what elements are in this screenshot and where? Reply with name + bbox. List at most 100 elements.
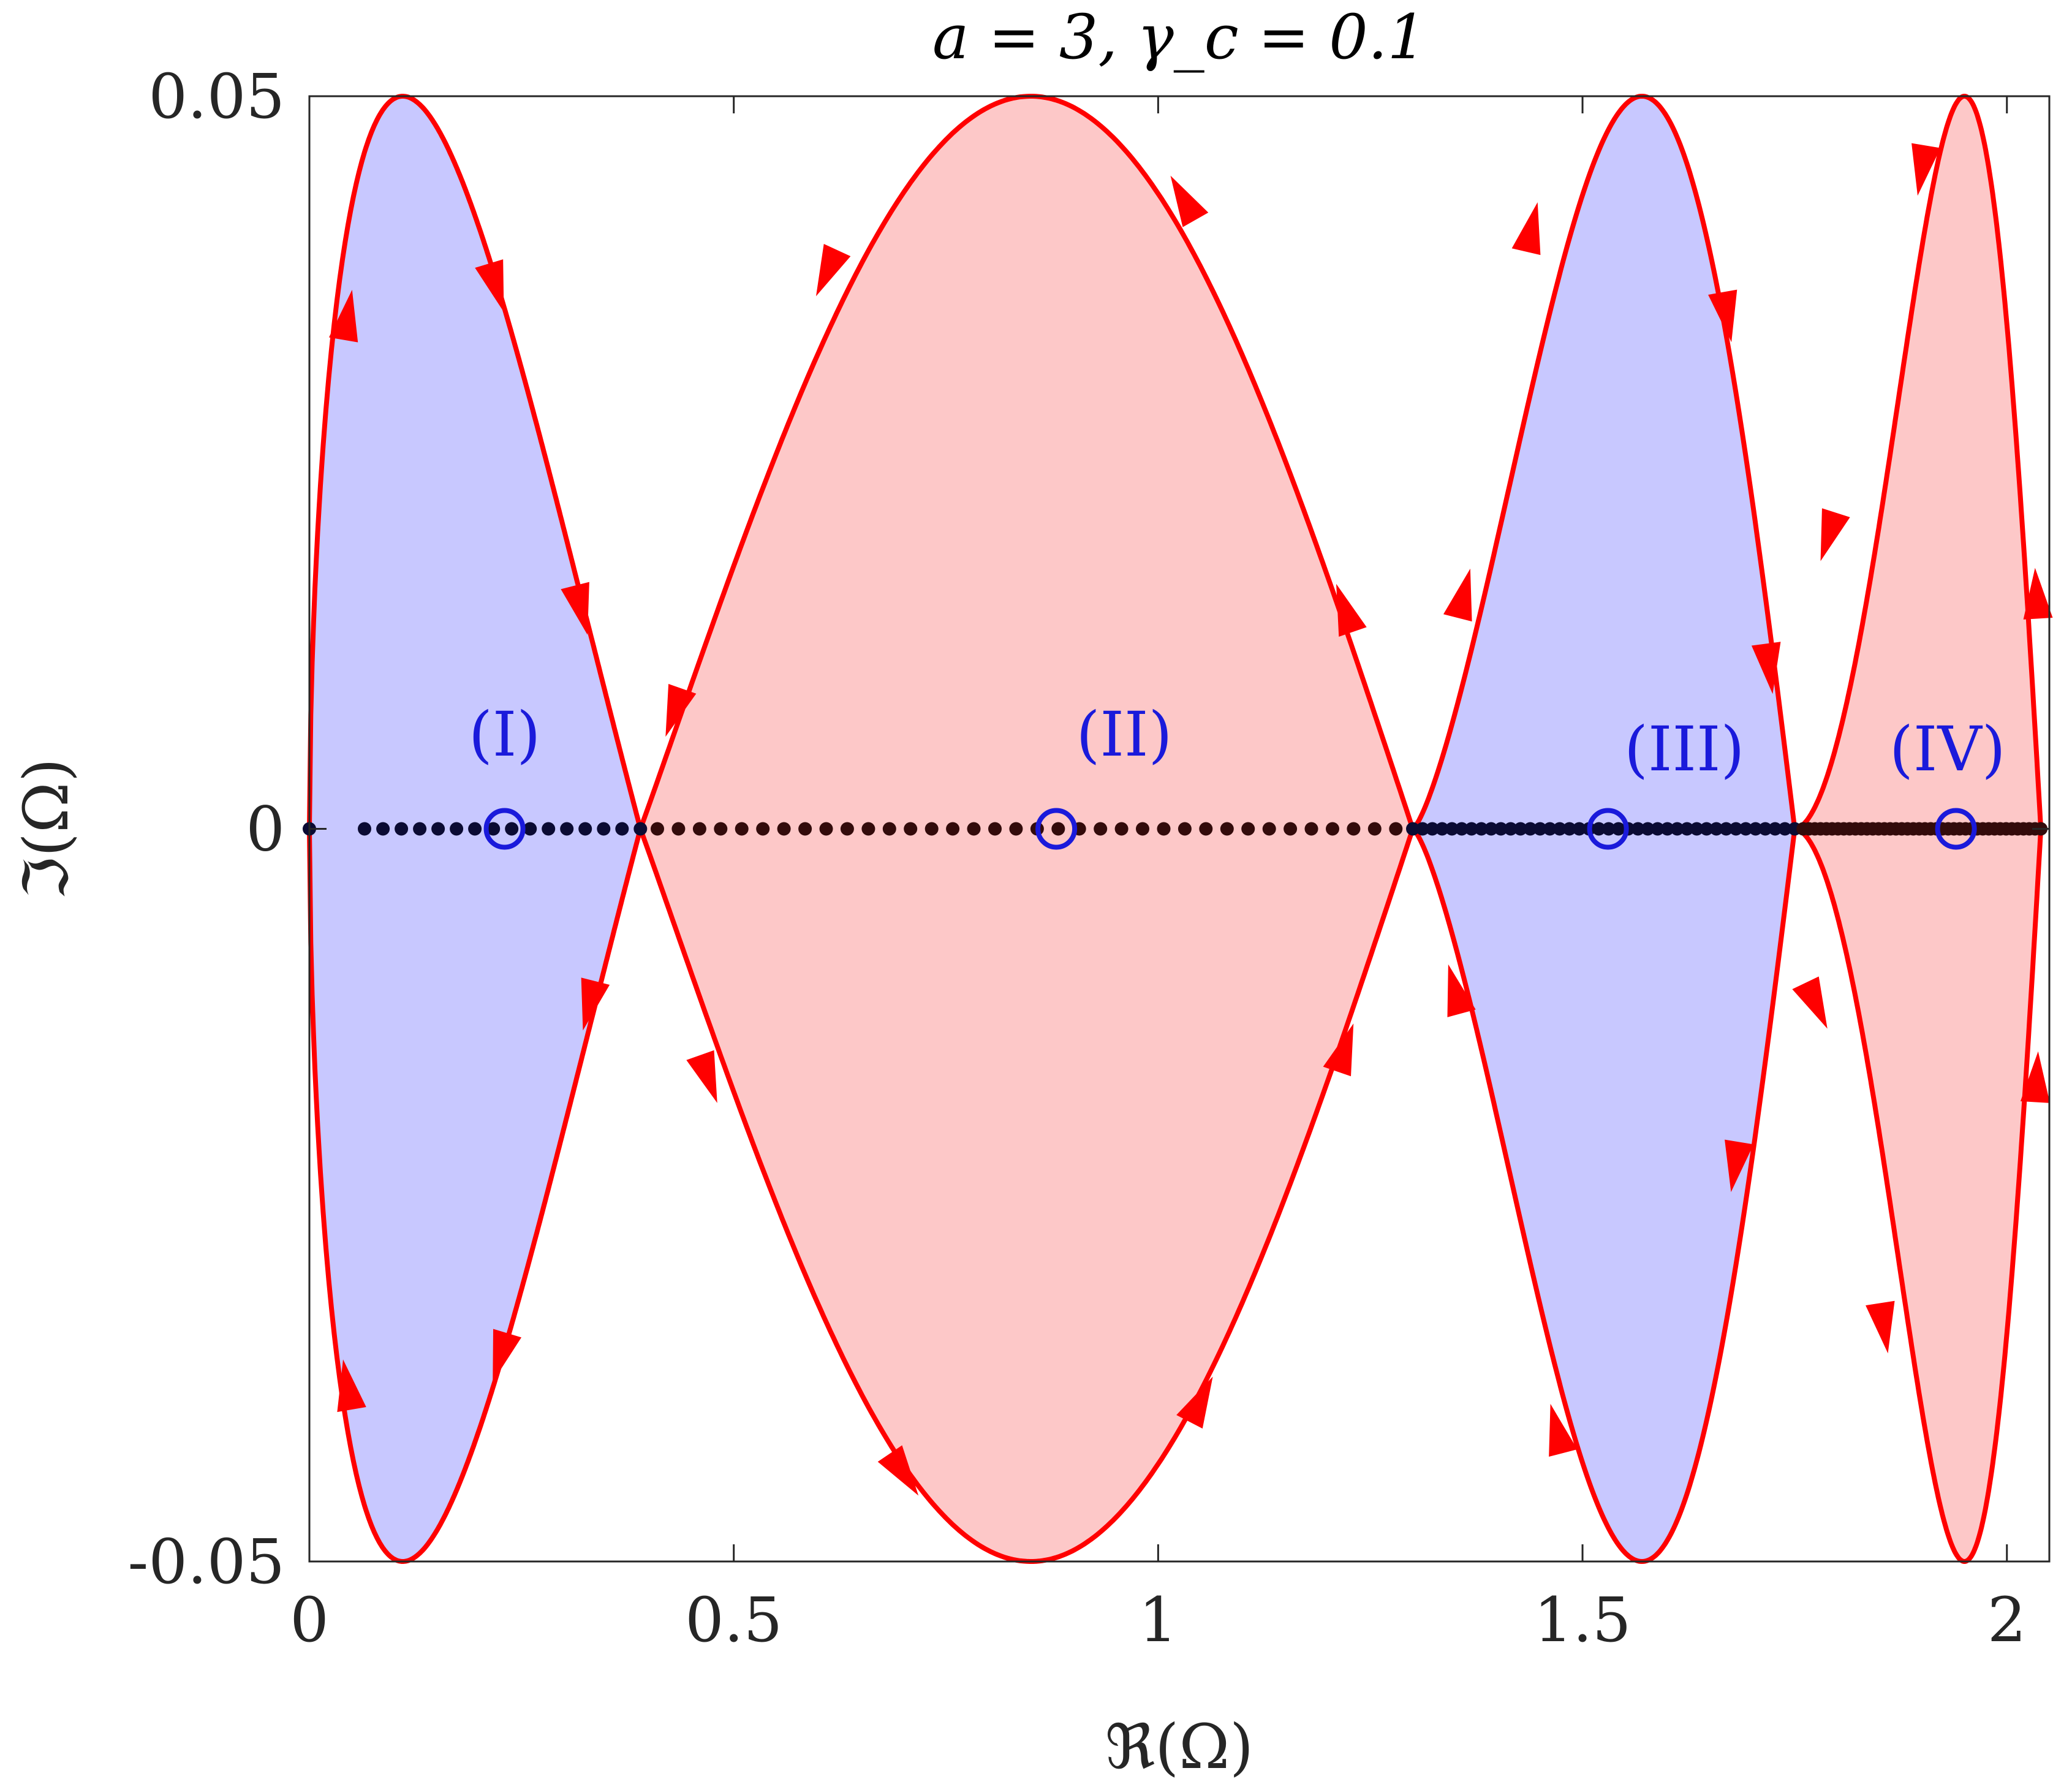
eigenvalue-dot bbox=[1778, 822, 1792, 836]
eigenvalue-dot bbox=[358, 822, 371, 836]
eigenvalue-dot bbox=[1199, 822, 1213, 836]
eigenvalue-dot bbox=[1719, 822, 1733, 836]
eigenvalue-dot bbox=[1484, 822, 1498, 836]
eigenvalue-dot bbox=[597, 822, 611, 836]
eigenvalue-dot bbox=[1513, 822, 1527, 836]
x-tick-label: 0 bbox=[290, 1584, 329, 1656]
direction-arrow bbox=[1511, 202, 1541, 256]
eigenvalue-dot bbox=[431, 822, 445, 836]
x-axis-label: ℜ(Ω) bbox=[1105, 1711, 1253, 1783]
eigenvalue-dot bbox=[1445, 822, 1459, 836]
eigenvalue-dots bbox=[303, 822, 2048, 836]
direction-arrow bbox=[815, 244, 851, 297]
chart-title: a = 3, γ_c = 0.1 bbox=[932, 1, 1426, 73]
eigenvalue-dot bbox=[819, 822, 833, 836]
eigenvalue-dot bbox=[395, 822, 409, 836]
y-tick-label: -0.05 bbox=[128, 1526, 285, 1598]
eigenvalue-dot bbox=[861, 822, 875, 836]
direction-arrow bbox=[1751, 642, 1781, 694]
marker-label: (III) bbox=[1624, 713, 1745, 785]
eigenvalue-dot bbox=[714, 822, 728, 836]
eigenvalue-dot bbox=[904, 822, 918, 836]
eigenvalue-dot bbox=[633, 822, 648, 836]
direction-arrow bbox=[1336, 583, 1367, 637]
eigenvalue-dot bbox=[777, 822, 791, 836]
marker-label: (I) bbox=[469, 699, 541, 770]
eigenvalue-dot bbox=[1562, 822, 1576, 836]
marker-circle bbox=[1587, 808, 1629, 850]
eigenvalue-dot bbox=[671, 822, 686, 836]
direction-arrow bbox=[475, 259, 504, 313]
x-tick-label: 1.5 bbox=[1534, 1584, 1632, 1656]
eigenvalue-dot bbox=[1406, 822, 1420, 836]
eigenvalue-dot bbox=[1454, 822, 1469, 836]
eigenvalue-dot bbox=[1425, 822, 1439, 836]
eigenvalue-dot bbox=[988, 822, 1002, 836]
eigenvalue-dot bbox=[1494, 822, 1508, 836]
direction-arrow bbox=[1725, 1139, 1754, 1193]
direction-arrow bbox=[337, 1359, 366, 1413]
eigenvalue-dot bbox=[1592, 822, 1606, 836]
y-axis-label: ℑ(Ω) bbox=[10, 758, 82, 900]
eigenvalue-dot bbox=[1680, 822, 1694, 836]
eigenvalue-dot bbox=[450, 822, 464, 836]
direction-arrow bbox=[686, 1050, 717, 1103]
direction-arrows bbox=[328, 143, 2053, 1496]
eigenvalue-dot bbox=[651, 822, 664, 836]
eigenvalue-dot bbox=[1241, 822, 1255, 836]
eigenvalue-dot bbox=[523, 822, 537, 836]
eigenvalue-dot bbox=[967, 822, 981, 836]
eigenvalue-dot bbox=[1749, 822, 1763, 836]
eigenvalue-dot bbox=[1220, 822, 1234, 836]
eigenvalue-dot bbox=[1700, 822, 1714, 836]
eigenvalue-dot bbox=[798, 822, 812, 836]
eigenvalue-dot bbox=[1389, 822, 1403, 836]
eigenvalue-dot bbox=[1435, 822, 1449, 836]
eigenvalue-dot bbox=[692, 822, 706, 836]
direction-arrow bbox=[1820, 508, 1850, 561]
eigenvalue-dot bbox=[946, 822, 960, 836]
eigenvalue-dot bbox=[840, 822, 854, 836]
eigenvalue-dot bbox=[1326, 822, 1339, 836]
eigenvalue-dot bbox=[1670, 822, 1684, 836]
x-tick-label: 0.5 bbox=[685, 1584, 782, 1656]
eigenvalue-dot bbox=[1262, 822, 1276, 836]
direction-arrow bbox=[2020, 1051, 2050, 1103]
eigenvalue-dot bbox=[756, 822, 770, 836]
eigenvalue-dot bbox=[1601, 822, 1616, 836]
eigenvalue-dot bbox=[882, 822, 896, 836]
direction-arrow bbox=[665, 684, 697, 737]
eigenvalue-dot bbox=[376, 822, 390, 836]
marker-label: (IV) bbox=[1889, 713, 2006, 785]
eigenvalue-dot bbox=[1367, 822, 1382, 836]
eigenvalue-dot bbox=[413, 822, 427, 836]
x-tick-label: 1 bbox=[1139, 1584, 1178, 1656]
eigenvalue-dot bbox=[1157, 822, 1171, 836]
eigenvalue-dot bbox=[1709, 822, 1723, 836]
marker-circle bbox=[1035, 808, 1078, 850]
eigenvalue-dot bbox=[1533, 822, 1547, 836]
direction-arrow bbox=[581, 977, 610, 1031]
eigenvalue-dot bbox=[1650, 822, 1665, 836]
eigenvalue-dot bbox=[1768, 822, 1782, 836]
eigenvalue-dot bbox=[1729, 822, 1743, 836]
direction-arrow bbox=[1323, 1023, 1354, 1077]
eigenvalue-dot bbox=[1503, 822, 1518, 836]
eigenvalue-dot bbox=[1690, 822, 1704, 836]
eigenvalue-dot bbox=[735, 822, 749, 836]
eigenvalue-dot bbox=[578, 822, 592, 836]
eigenvalue-dot bbox=[615, 822, 629, 836]
eigenvalue-dot bbox=[1464, 822, 1478, 836]
eigenvalue-dot bbox=[1631, 822, 1645, 836]
x-tick-label: 2 bbox=[1987, 1584, 2027, 1656]
direction-arrow bbox=[493, 1329, 522, 1382]
eigenvalue-dot bbox=[1543, 822, 1557, 836]
direction-arrow bbox=[1176, 1376, 1213, 1429]
eigenvalue-dot bbox=[1660, 822, 1674, 836]
eigenvalue-dot bbox=[924, 822, 939, 836]
direction-arrow bbox=[1443, 568, 1472, 622]
eigenvalue-dot bbox=[1347, 822, 1361, 836]
y-tick-label: 0 bbox=[246, 794, 285, 865]
